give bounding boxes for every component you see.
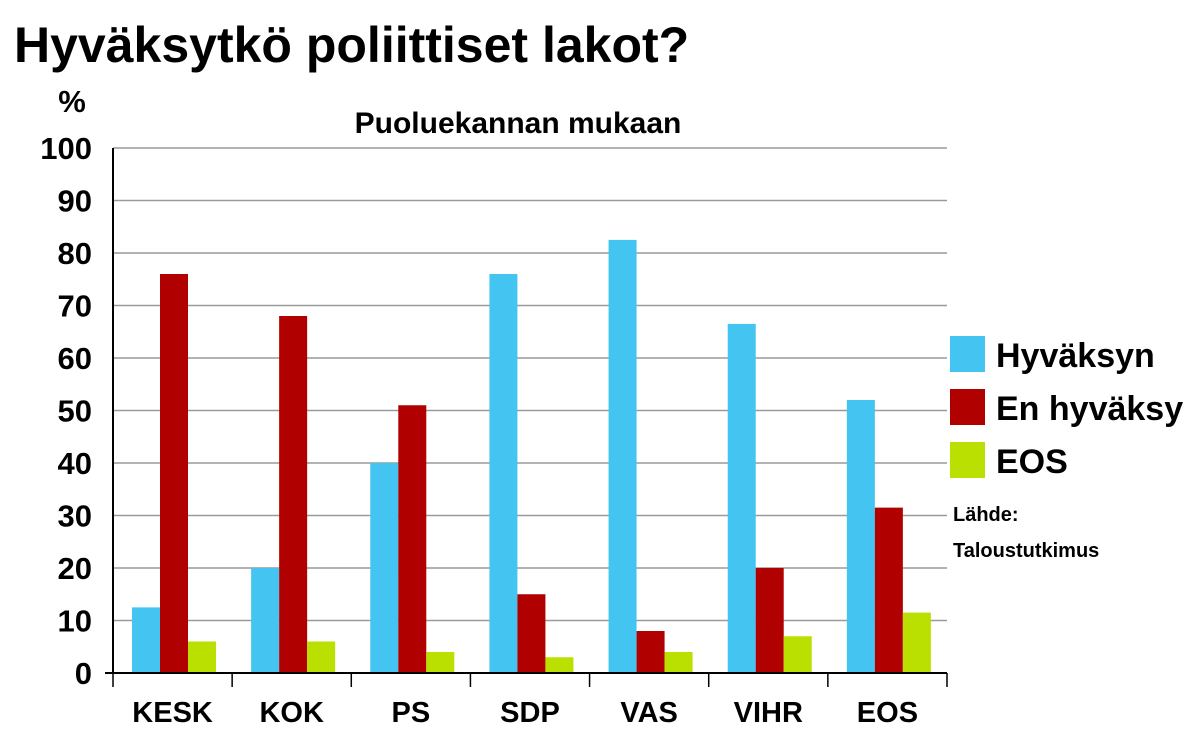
bar-kesk-series-2: [160, 274, 188, 673]
gridlines: [113, 147, 947, 622]
legend: Hyväksyn En hyväksy EOS: [950, 336, 1183, 481]
y-tick-labels: 0 10 20 30 40 50 60 70 80 90 100: [40, 131, 92, 691]
y-tick-label: 90: [58, 184, 92, 219]
axes: [105, 148, 948, 687]
y-tick-label: 30: [58, 499, 92, 534]
y-tick-label: 0: [75, 656, 92, 691]
bar-kok-series-1: [251, 568, 280, 673]
bar-sdp-series-1: [489, 274, 518, 673]
y-tick-label: 80: [58, 236, 92, 271]
bar-vihr-series-3: [783, 636, 812, 673]
legend-label: EOS: [996, 443, 1068, 481]
bar-sdp-series-3: [545, 657, 574, 673]
x-tick-label: VAS: [620, 697, 677, 729]
legend-label: Hyväksyn: [996, 337, 1155, 375]
x-tick-label: PS: [392, 697, 431, 729]
legend-swatch: [950, 442, 985, 478]
bar-kesk-series-1: [132, 607, 160, 673]
y-tick-label: 40: [58, 446, 92, 481]
y-tick-label: 10: [58, 604, 92, 639]
x-tick-labels: KESK KOK PS SDP VAS VIHR EOS: [132, 697, 918, 729]
bar-eos-series-2: [874, 507, 903, 673]
y-axis-unit-label: %: [58, 84, 86, 119]
x-tick-label: SDP: [500, 697, 560, 729]
bars: [132, 239, 931, 673]
source-text: Taloustutkimus: [953, 540, 1099, 562]
legend-swatch: [950, 336, 985, 372]
bar-sdp-series-2: [517, 594, 546, 673]
bar-vas-series-2: [636, 631, 665, 673]
y-tick-label: 20: [58, 551, 92, 586]
bar-kesk-series-3: [188, 641, 216, 673]
bar-eos-series-1: [846, 400, 875, 673]
legend-label: En hyväksy: [996, 390, 1183, 428]
x-tick-label: EOS: [857, 697, 918, 729]
chart-title: Hyväksytkö poliittiset lakot?: [14, 17, 689, 73]
y-tick-label: 70: [58, 289, 92, 324]
bar-eos-series-3: [902, 612, 931, 673]
x-tick-label: KOK: [259, 697, 324, 729]
bar-vas-series-1: [608, 239, 637, 673]
y-tick-label: 100: [40, 131, 92, 166]
bar-ps-series-3: [426, 652, 455, 673]
bar-kok-series-3: [307, 641, 336, 673]
bar-vihr-series-2: [755, 568, 784, 673]
legend-swatch: [950, 389, 985, 425]
y-tick-label: 60: [58, 341, 92, 376]
x-tick-label: KESK: [132, 697, 213, 729]
bar-kok-series-2: [279, 316, 308, 673]
bar-ps-series-2: [398, 405, 427, 673]
source-label: Lähde:: [953, 504, 1019, 526]
x-tick-label: VIHR: [734, 697, 803, 729]
bar-vihr-series-1: [727, 323, 756, 673]
bar-vas-series-3: [664, 652, 693, 673]
bar-ps-series-1: [370, 463, 399, 673]
y-tick-label: 50: [58, 394, 92, 429]
chart-subtitle: Puoluekannan mukaan: [355, 107, 682, 140]
